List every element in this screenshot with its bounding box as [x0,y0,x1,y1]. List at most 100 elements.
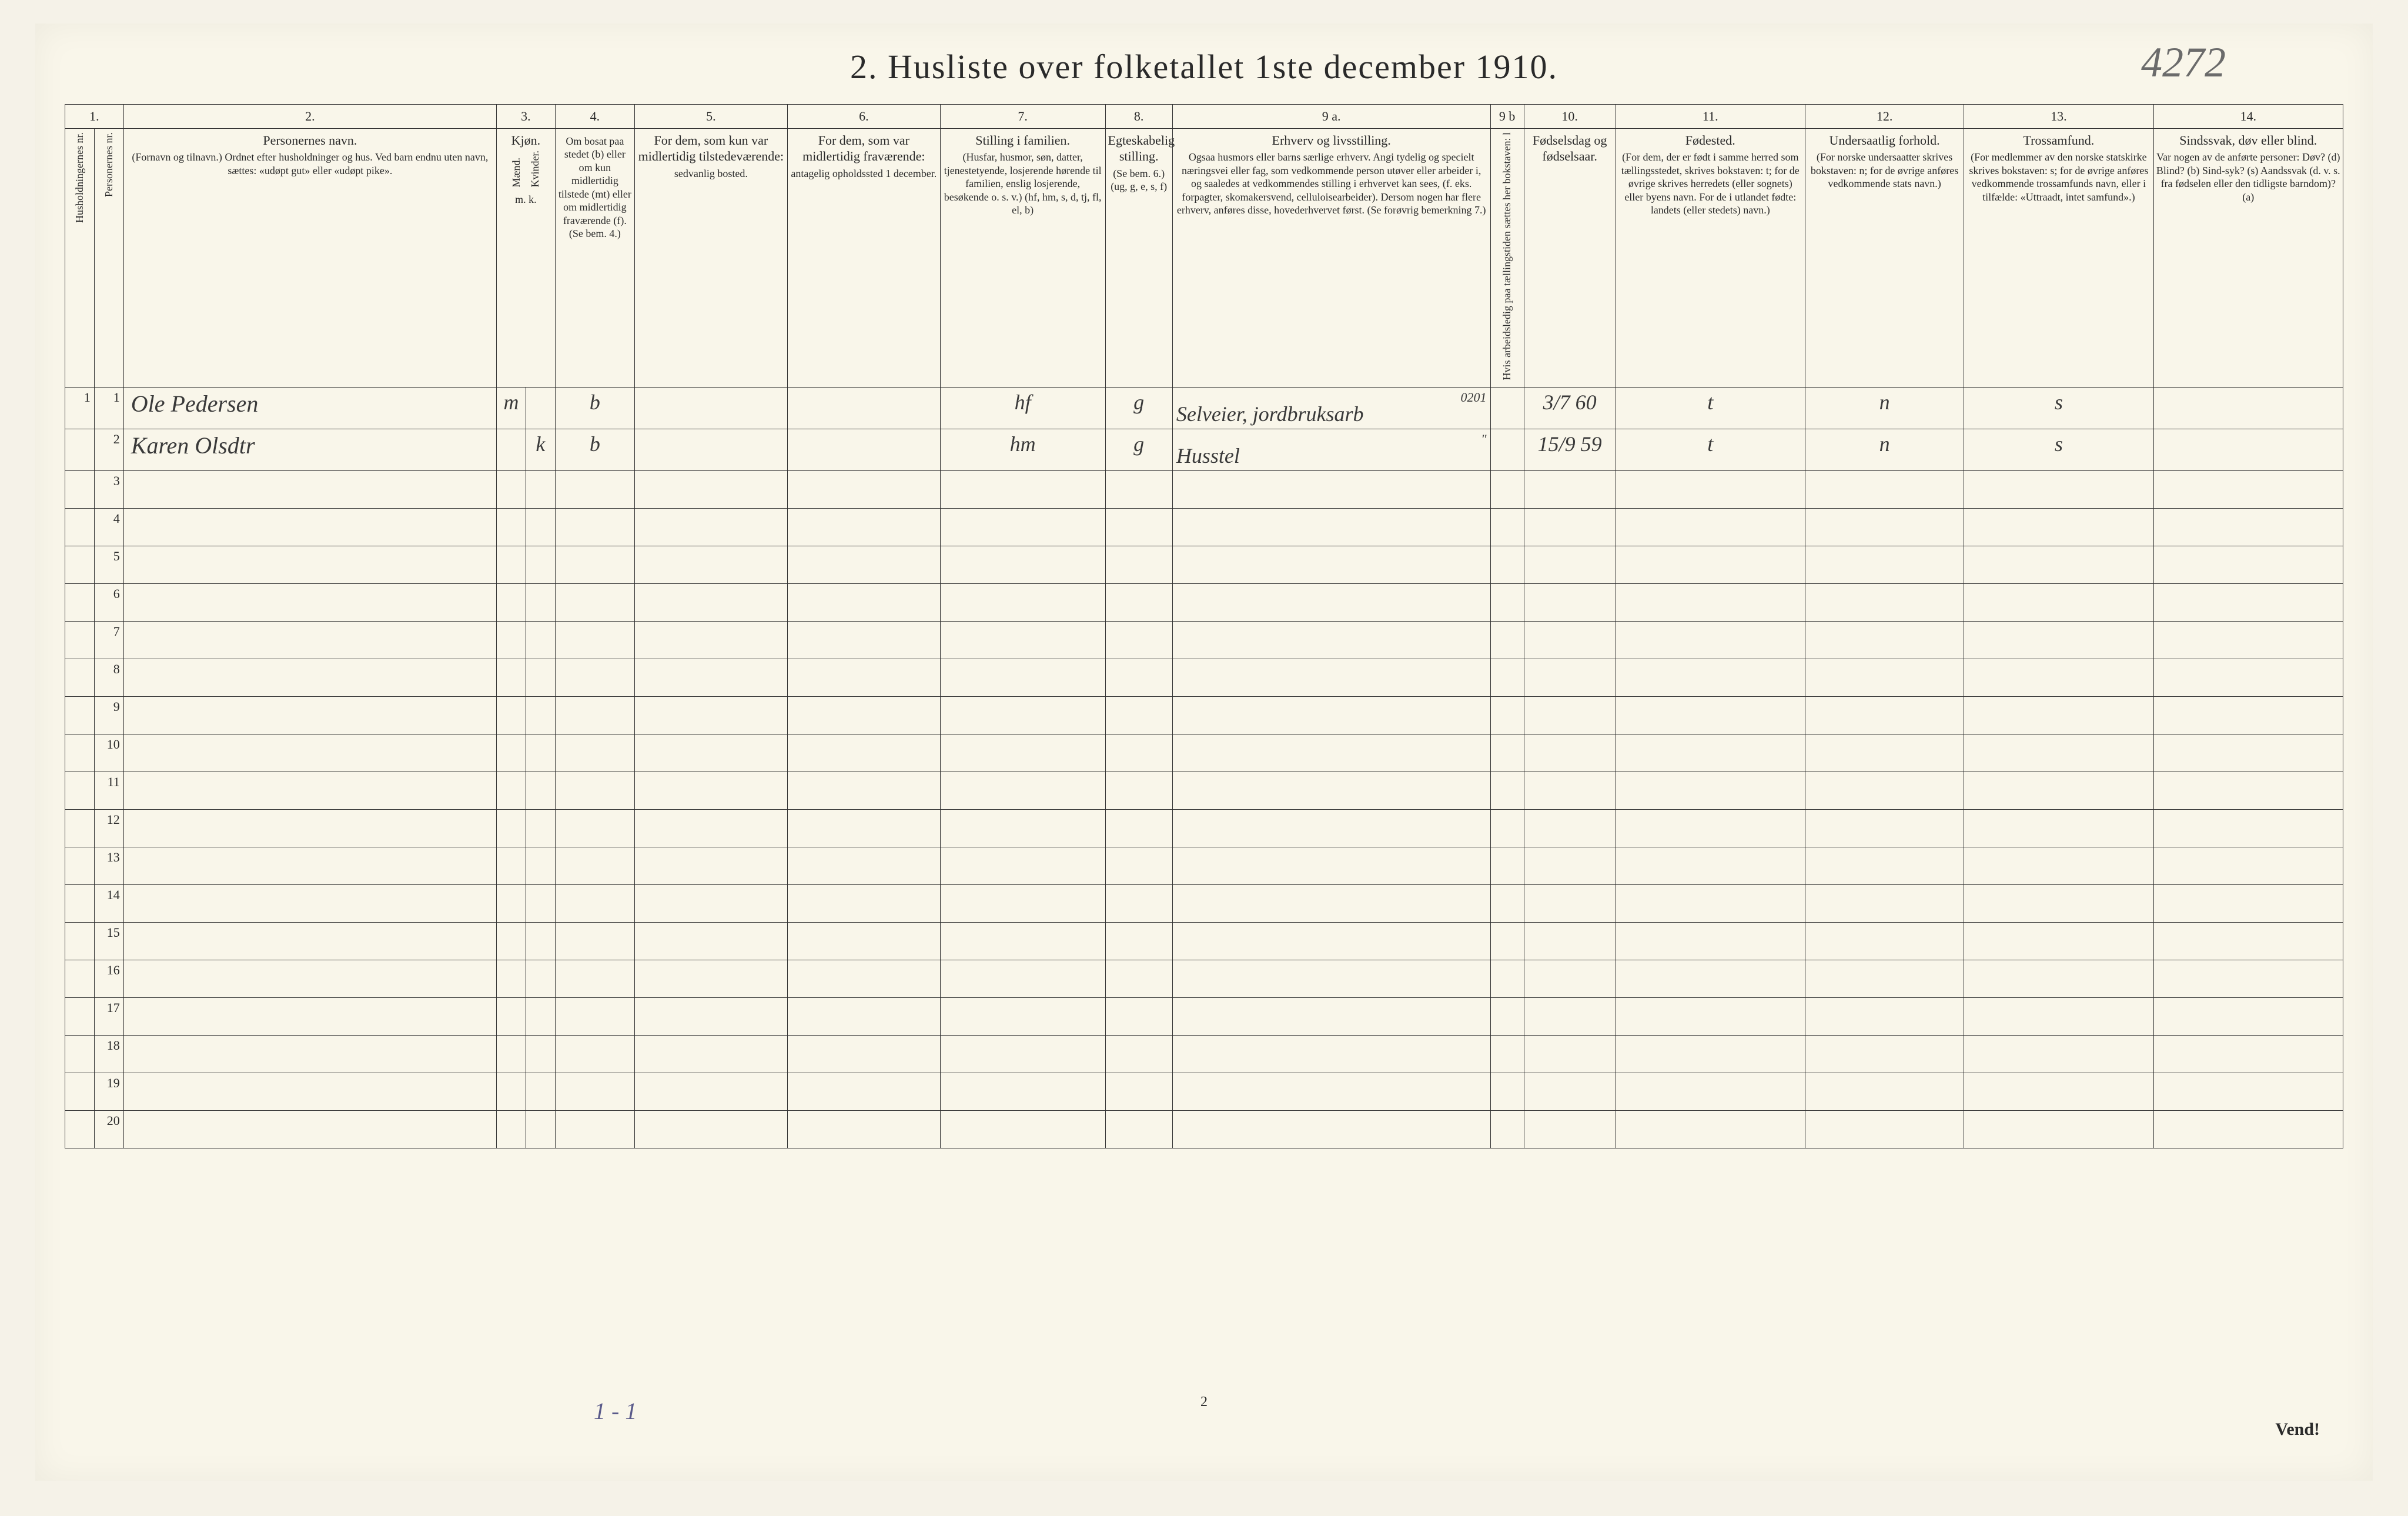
cell-mar [1105,885,1172,923]
cell-sex_k [526,847,555,885]
cell-c6 [787,885,940,923]
colnum-9b: 9 b [1490,105,1524,129]
cell-hh [65,429,95,471]
cell-rel [1964,847,2153,885]
cell-occ [1172,622,1490,659]
cell-mar [1105,1111,1172,1148]
hdr-sex-title: Kjøn. [511,133,541,148]
cell-c5 [634,622,787,659]
cell-res: b [555,429,634,471]
cell-dob [1524,847,1616,885]
cell-hh [65,998,95,1036]
cell-dob [1524,772,1616,810]
cell-mar [1105,697,1172,734]
cell-pn: 11 [94,772,123,810]
cell-fam [940,622,1105,659]
colnum-11: 11. [1616,105,1805,129]
cell-sex_m [497,734,526,772]
cell-fam: hf [940,388,1105,429]
cell-dob [1524,584,1616,622]
cell-subj [1805,847,1964,885]
table-row: 19 [65,1073,2343,1111]
cell-birthplace [1616,584,1805,622]
table-row: 10 [65,734,2343,772]
cell-mar [1105,734,1172,772]
cell-c6 [787,509,940,546]
cell-hh [65,622,95,659]
header-row: Husholdningernes nr. Personernes nr. Per… [65,128,2343,388]
cell-rel [1964,697,2153,734]
cell-pn: 5 [94,546,123,584]
cell-birthplace [1616,1111,1805,1148]
cell-rel [1964,923,2153,960]
cell-occ [1172,772,1490,810]
cell-birthplace [1616,923,1805,960]
hdr-birthplace-title: Fødested. [1685,133,1735,148]
cell-res [555,659,634,697]
cell-c9b [1490,659,1524,697]
hdr-sex-m: Mænd. [510,158,523,188]
cell-pn: 10 [94,734,123,772]
cell-subj [1805,772,1964,810]
hdr-birthplace-sub: (For dem, der er født i samme herred som… [1618,151,1802,217]
cell-c9b [1490,429,1524,471]
cell-pn: 15 [94,923,123,960]
cell-fam [940,998,1105,1036]
cell-mar: g [1105,429,1172,471]
hdr-hh-nr-label: Husholdningernes nr. [73,132,86,223]
cell-c14 [2153,388,2343,429]
cell-hh [65,1073,95,1111]
cell-sex_k [526,697,555,734]
cell-sex_m [497,622,526,659]
cell-mar [1105,509,1172,546]
hdr-occupation: Erhverv og livsstilling. Ogsaa husmors e… [1172,128,1490,388]
cell-name [123,471,496,509]
cell-occ [1172,584,1490,622]
hdr-subject-title: Undersaatlig forhold. [1829,133,1939,148]
cell-subj [1805,622,1964,659]
hdr-birthplace: Fødested. (For dem, der er født i samme … [1616,128,1805,388]
cell-c9b [1490,998,1524,1036]
hdr-disability: Sindssvak, døv eller blind. Var nogen av… [2153,128,2343,388]
cell-c9b [1490,734,1524,772]
hdr-family-pos-sub: (Husfar, husmor, søn, datter, tjenestety… [943,151,1103,217]
hdr-hh-nr: Husholdningernes nr. [65,128,95,388]
cell-birthplace [1616,847,1805,885]
table-row: 5 [65,546,2343,584]
cell-c9b [1490,509,1524,546]
cell-pn: 4 [94,509,123,546]
cell-res [555,847,634,885]
cell-occ [1172,1111,1490,1148]
cell-c5 [634,772,787,810]
table-row: 17 [65,998,2343,1036]
cell-sex_k [526,885,555,923]
hdr-residence-text: Om bosat paa stedet (b) eller om kun mid… [558,135,632,241]
cell-fam [940,960,1105,998]
cell-subj [1805,584,1964,622]
cell-c5 [634,960,787,998]
cell-pn: 20 [94,1111,123,1148]
cell-sex_m [497,885,526,923]
hdr-occupation-sub: Ogsaa husmors eller barns særlige erhver… [1175,151,1488,217]
cell-subj: n [1805,388,1964,429]
cell-res [555,509,634,546]
cell-fam [940,697,1105,734]
cell-name [123,885,496,923]
cell-c9b [1490,847,1524,885]
cell-occ [1172,923,1490,960]
cell-c9b [1490,772,1524,810]
cell-name [123,1073,496,1111]
cell-c14 [2153,622,2343,659]
cell-sex_m [497,584,526,622]
cell-occ [1172,998,1490,1036]
cell-birthplace: t [1616,429,1805,471]
cell-dob [1524,923,1616,960]
cell-name [123,546,496,584]
hdr-dob-title: Fødselsdag og fødselsaar. [1533,133,1607,164]
cell-res: b [555,388,634,429]
hdr-name-title: Personernes navn. [263,133,357,148]
cell-occ [1172,847,1490,885]
cell-subj [1805,1036,1964,1073]
cell-mar [1105,622,1172,659]
cell-c14 [2153,509,2343,546]
